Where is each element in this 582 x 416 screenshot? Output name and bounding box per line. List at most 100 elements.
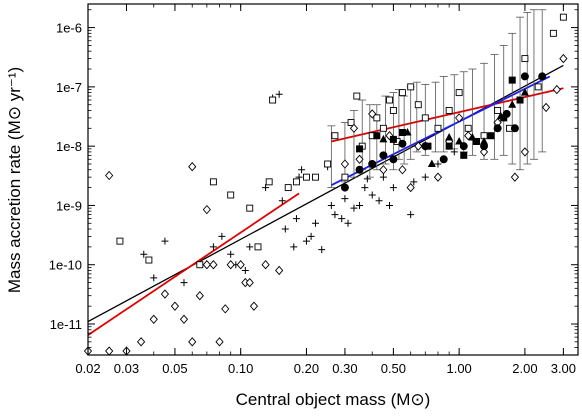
point-filled-triangle <box>480 136 489 145</box>
point-open-diamond <box>136 337 146 347</box>
point-plus <box>356 201 364 209</box>
point-open-square <box>389 107 397 114</box>
point-open-diamond <box>170 301 180 311</box>
point-open-diamond <box>261 260 270 270</box>
point-open-square <box>196 261 204 269</box>
point-plus <box>246 243 254 251</box>
point-plus <box>386 201 394 209</box>
point-plus <box>368 191 376 199</box>
point-open-square <box>209 178 217 186</box>
fit-line <box>87 192 300 336</box>
point-open-diamond <box>236 260 245 270</box>
point-open-square <box>312 173 319 181</box>
point-open-diamond <box>349 123 359 133</box>
point-filled-circle <box>439 155 448 164</box>
point-open-diamond <box>559 53 568 64</box>
point-open-diamond <box>510 172 520 182</box>
point-filled-square <box>389 135 397 143</box>
y-tick-label: 1e-6 <box>56 21 82 36</box>
x-tick-label: 2.00 <box>512 361 537 376</box>
point-open-diamond <box>455 113 464 123</box>
point-plus <box>262 184 270 192</box>
y-tick-label: 1e-9 <box>56 198 82 213</box>
point-filled-circle <box>340 183 349 192</box>
point-filled-triangle <box>445 132 454 141</box>
point-open-square <box>265 178 273 186</box>
point-plus <box>290 243 298 251</box>
point-filled-triangle <box>496 111 505 120</box>
x-tick-label: 1.00 <box>446 361 471 376</box>
y-tick-label: 1e-10 <box>49 258 82 273</box>
point-open-diamond <box>275 265 284 276</box>
point-plus <box>410 178 418 186</box>
point-open-diamond <box>398 165 407 175</box>
point-filled-square <box>373 132 381 140</box>
point-filled-circle <box>368 160 377 169</box>
point-open-diamond <box>245 277 254 288</box>
point-open-square <box>521 55 529 63</box>
point-open-diamond <box>221 304 230 314</box>
point-filled-circle <box>538 72 547 81</box>
point-open-square <box>246 204 254 212</box>
point-open-diamond <box>433 172 443 182</box>
point-open-diamond <box>406 182 415 193</box>
point-open-square <box>254 243 262 251</box>
point-plus <box>275 90 283 98</box>
point-open-square <box>331 132 339 140</box>
point-filled-square <box>356 145 364 153</box>
point-open-square <box>534 83 542 91</box>
point-plus <box>421 173 429 181</box>
point-plus <box>298 166 306 174</box>
point-open-diamond <box>520 147 530 157</box>
point-open-square <box>379 124 387 132</box>
fit-line <box>331 87 564 143</box>
plot-frame <box>87 3 579 356</box>
point-filled-square <box>487 132 495 140</box>
point-plus <box>281 225 289 233</box>
point-open-square <box>494 107 502 114</box>
point-plus <box>341 195 349 203</box>
point-plus <box>361 184 369 192</box>
point-plus <box>389 184 397 192</box>
point-open-diamond <box>179 314 189 324</box>
point-open-square <box>347 119 355 127</box>
x-tick-label: 0.50 <box>381 361 406 376</box>
point-plus <box>338 215 346 223</box>
point-open-square <box>559 13 567 21</box>
point-plus <box>375 197 383 205</box>
point-filled-triangle <box>455 136 464 145</box>
point-plus <box>227 250 235 258</box>
point-open-diamond <box>195 291 204 301</box>
points-layer <box>83 13 568 356</box>
point-open-square <box>145 256 153 264</box>
y-tick-label: 1e-7 <box>56 80 82 95</box>
x-tick-label: 0.20 <box>294 361 319 376</box>
point-filled-circle <box>510 124 519 133</box>
point-open-square <box>303 173 310 181</box>
point-open-square <box>445 107 453 114</box>
y-tick-label: 1e-8 <box>56 139 82 154</box>
point-filled-triangle <box>508 100 517 108</box>
point-open-diamond <box>414 141 423 151</box>
point-filled-circle <box>355 165 364 174</box>
point-plus <box>209 243 217 251</box>
point-plus <box>292 215 300 223</box>
point-plus <box>318 246 326 254</box>
point-plus <box>331 211 339 219</box>
point-plus <box>407 211 415 219</box>
point-open-square <box>284 184 292 192</box>
y-axis-title: Mass accretion rate (M⊙ yr⁻¹) <box>5 67 24 293</box>
point-filled-square <box>398 128 406 136</box>
point-open-diamond <box>209 260 218 270</box>
point-filled-square <box>516 96 524 104</box>
point-open-diamond <box>149 314 158 324</box>
point-open-diamond <box>105 346 114 356</box>
point-plus <box>379 173 387 181</box>
point-open-diamond <box>541 102 551 113</box>
point-plus <box>363 175 371 183</box>
point-open-square <box>414 101 422 109</box>
point-plus <box>150 274 158 282</box>
point-open-square <box>549 29 557 37</box>
point-open-square <box>434 124 442 132</box>
point-open-square <box>421 114 429 122</box>
